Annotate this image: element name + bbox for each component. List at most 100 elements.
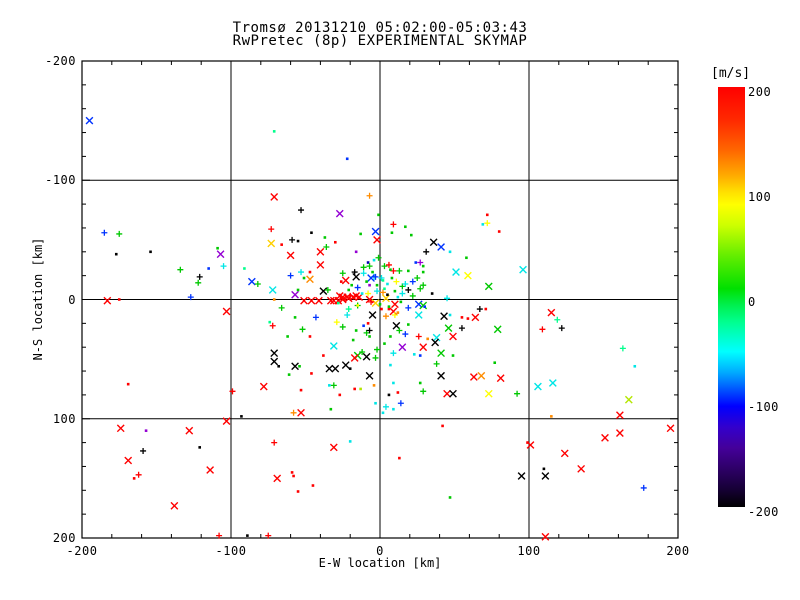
scatter-point-plus [351, 269, 358, 276]
scatter-point-plus [375, 254, 382, 261]
scatter-point-plus [539, 326, 546, 333]
scatter-point-plus [269, 322, 276, 329]
scatter-point-cross [343, 293, 352, 302]
scatter-point-plus [330, 382, 337, 389]
x-axis-tick-label: 100 [517, 544, 541, 558]
scatter-point-plus [402, 280, 409, 287]
scatter-point-cross [329, 443, 338, 452]
scatter-point-plus [265, 532, 272, 539]
scatter-point-dot [383, 342, 386, 345]
scatter-point-cross [316, 247, 325, 256]
scatter-point-dot [353, 387, 356, 391]
scatter-point-plus [290, 409, 297, 416]
scatter-point-plus [366, 327, 373, 334]
scatter-point-cross [541, 532, 550, 541]
scatter-point-dot [293, 316, 297, 319]
scatter-point-dot [441, 424, 444, 428]
scatter-point-dot [451, 354, 455, 357]
scatter-point-cross [307, 296, 316, 305]
scatter-point-plus [393, 278, 400, 285]
scatter-point-cross [85, 116, 94, 125]
scatter-point-dot [272, 130, 276, 133]
x-axis-tick-label: -200 [66, 544, 98, 558]
scatter-point-cross [170, 501, 179, 510]
scatter-point-plus [433, 360, 440, 367]
x-axis-tick-label: 200 [666, 544, 690, 558]
scatter-point-plus [397, 400, 404, 407]
scatter-point-plus [554, 316, 561, 323]
scatter-point-cross [268, 286, 277, 294]
scatter-point-dot [240, 415, 243, 418]
scatter-point-cross [373, 235, 381, 244]
scatter-point-dot [414, 261, 418, 264]
scatter-point-dot [396, 295, 400, 299]
scatter-point-dot [356, 304, 359, 307]
scatter-point-cross [548, 379, 557, 387]
scatter-point-cross [362, 352, 371, 361]
colorbar-tick-label: 100 [748, 190, 772, 204]
scatter-point-cross [352, 272, 361, 281]
scatter-point-dot [390, 276, 394, 280]
scatter-point-dot [497, 230, 501, 233]
scatter-point-dot [421, 264, 425, 268]
scatter-point-plus [339, 323, 346, 330]
colorbar-tick-label: -200 [748, 505, 779, 519]
scatter-point-cross [432, 333, 441, 342]
scatter-point-dot [149, 250, 152, 254]
scatter-point-dot [407, 269, 410, 273]
scatter-point-plus [374, 346, 381, 353]
scatter-point-dot [310, 372, 313, 375]
scatter-point-dot [132, 477, 136, 480]
scatter-point-dot [386, 282, 389, 286]
scatter-point-dot [117, 298, 121, 301]
scatter-point-dot [381, 411, 385, 415]
figure-title: Tromsø 20131210 05:02:00-05:03:43 RwPret… [82, 21, 678, 48]
y-axis-tick-label: 0 [68, 292, 76, 307]
scatter-point-cross [469, 373, 478, 381]
scatter-point-cross [291, 362, 299, 371]
scatter-point-dot [287, 373, 291, 376]
scatter-point-cross [341, 276, 350, 285]
y-axis-tick-label: 200 [52, 531, 76, 545]
scatter-point-cross [116, 424, 125, 433]
scatter-point-cross [437, 371, 445, 380]
scatter-point-dot [421, 270, 425, 274]
scatter-point-cross [371, 227, 380, 236]
scatter-point-cross [325, 364, 334, 373]
scatter-point-dot [418, 381, 422, 385]
scatter-point-cross [464, 271, 472, 280]
scatter-point-cross [216, 250, 225, 259]
scatter-point-dot [466, 317, 470, 320]
scatter-point-cross [367, 274, 375, 282]
scatter-point-dot [126, 382, 130, 386]
scatter-point-dot [426, 337, 429, 341]
scatter-point-cross [270, 193, 279, 201]
scatter-point-dot [392, 407, 395, 411]
scatter-point-plus [415, 333, 422, 340]
scatter-point-dot [423, 305, 426, 308]
scatter-point-dot [345, 157, 349, 161]
scatter-point-dot [368, 283, 371, 287]
scatter-point-cross [389, 307, 398, 316]
scatter-point-cross [270, 357, 279, 366]
scatter-point-dot [339, 280, 343, 283]
scatter-point-plus [366, 263, 373, 270]
scatter-point-cross [519, 265, 527, 274]
scatter-point-plus [298, 269, 305, 276]
scatter-point-cross [222, 307, 231, 316]
scatter-point-plus [366, 192, 373, 199]
scatter-point-dot [308, 335, 312, 338]
scatter-point-cross [666, 424, 675, 433]
scatter-point-dot [338, 393, 342, 397]
scatter-point-dot [389, 335, 392, 338]
scatter-point-dot [542, 467, 546, 471]
scatter-point-dot [372, 384, 376, 387]
scatter-point-plus [345, 306, 352, 313]
scatter-point-cross [206, 466, 215, 474]
scatter-point-plus [216, 532, 223, 539]
scatter-point-dot [292, 474, 295, 478]
scatter-point-cross [124, 456, 133, 465]
scatter-point-cross [624, 395, 633, 404]
